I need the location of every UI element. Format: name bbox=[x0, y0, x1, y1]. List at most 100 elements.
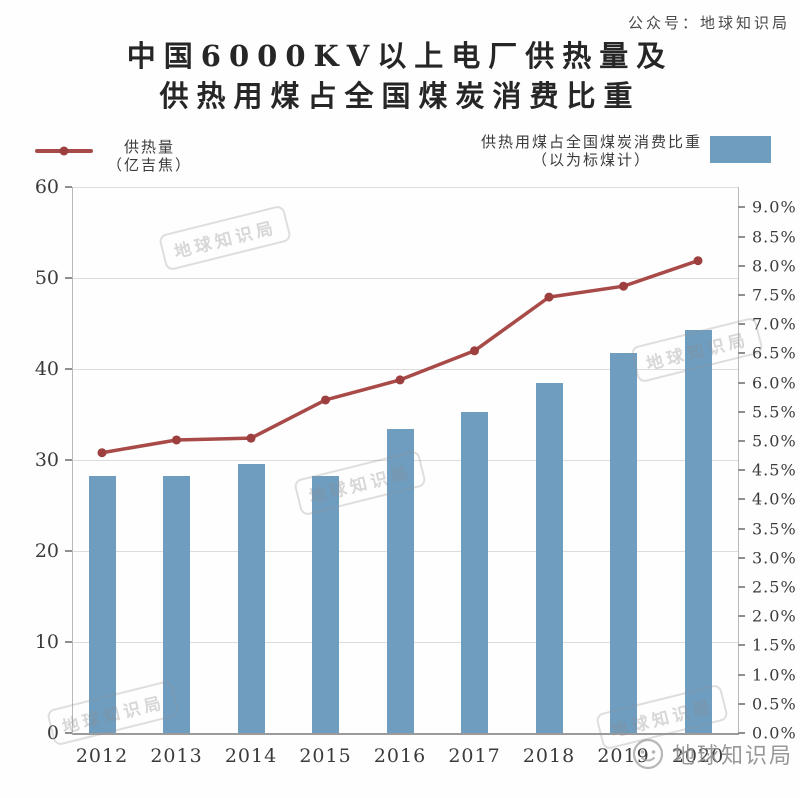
y-axis-left-tick bbox=[65, 368, 72, 370]
line-point bbox=[172, 435, 181, 445]
y-axis-right-tick bbox=[738, 673, 745, 676]
y-axis-right-tick bbox=[738, 527, 745, 530]
bar bbox=[312, 476, 339, 733]
y-axis-right-tick-label: 7.5% bbox=[752, 285, 797, 305]
bar bbox=[535, 382, 563, 733]
footer-watermark: 地球知识局 bbox=[630, 736, 793, 772]
y-axis-right-tick bbox=[738, 294, 745, 296]
y-axis-right-tick-label: 0.0% bbox=[752, 723, 797, 743]
bar-legend-swatch-icon bbox=[710, 136, 771, 163]
bar-legend-name: 供热用煤占全国煤炭消费比重 bbox=[480, 133, 702, 151]
y-axis-right-tick-label: 3.0% bbox=[752, 548, 797, 568]
x-axis-label: 2020 bbox=[671, 745, 725, 767]
y-axis-left-tick-label: 0 bbox=[46, 722, 59, 744]
line-point bbox=[544, 292, 554, 302]
line-marker-icon bbox=[59, 146, 69, 156]
y-axis-right-tick-label: 1.5% bbox=[752, 635, 797, 655]
wechat-credit: 公众号：地球知识局 bbox=[627, 14, 790, 32]
chart-title-line1: 中国6000KV以上电厂供热量及 bbox=[126, 39, 674, 73]
line-point bbox=[693, 256, 703, 266]
y-axis-right-tick-label: 8.5% bbox=[752, 227, 797, 247]
y-axis-right-tick bbox=[738, 615, 745, 618]
earth-logo-icon bbox=[632, 738, 664, 770]
line-point bbox=[246, 433, 256, 443]
y-axis-left-tick bbox=[65, 550, 72, 552]
y-axis-right-tick-label: 2.0% bbox=[752, 606, 797, 626]
chart-title: 中国6000KV以上电厂供热量及 供热用煤占全国煤炭消费比重 bbox=[0, 36, 800, 116]
chart-title-line2: 供热用煤占全国煤炭消费比重 bbox=[159, 79, 641, 113]
y-axis-left-tick-label: 40 bbox=[34, 358, 59, 380]
x-axis-label: 2013 bbox=[150, 745, 203, 767]
y-axis-left-tick-label: 30 bbox=[34, 449, 59, 471]
y-axis-left-tick bbox=[65, 459, 72, 461]
line-point bbox=[470, 346, 479, 356]
y-axis-right-tick-label: 4.5% bbox=[752, 460, 797, 480]
bar bbox=[163, 476, 190, 733]
y-axis-left-tick-label: 50 bbox=[34, 267, 59, 289]
legend-line-series: 供热量 （亿吉焦） bbox=[35, 138, 192, 174]
y-axis-right-tick bbox=[738, 352, 745, 355]
x-axis-label: 2018 bbox=[522, 745, 576, 767]
y-axis-right-tick-label: 6.0% bbox=[752, 373, 797, 393]
y-axis-left-tick bbox=[65, 732, 72, 734]
bar-legend-label: 供热用煤占全国煤炭消费比重 （以为标煤计） bbox=[481, 133, 702, 169]
y-axis-right-tick bbox=[738, 702, 745, 705]
x-axis-label: 2017 bbox=[448, 745, 501, 767]
y-axis-left-tick bbox=[65, 277, 72, 279]
y-axis-right-tick bbox=[738, 381, 745, 384]
bar bbox=[237, 464, 265, 733]
x-axis-label: 2012 bbox=[75, 745, 129, 767]
bar bbox=[461, 411, 488, 733]
x-axis-label: 2015 bbox=[299, 745, 352, 767]
line-legend-name: 供热量 bbox=[124, 138, 176, 156]
y-axis-right-tick-label: 6.5% bbox=[752, 343, 797, 363]
y-axis-right-tick bbox=[738, 206, 745, 209]
bar bbox=[684, 330, 712, 733]
y-axis-right-tick bbox=[738, 410, 745, 413]
grid-line bbox=[73, 369, 738, 370]
y-axis-right-tick-label: 4.0% bbox=[752, 489, 797, 509]
y-axis-right-tick bbox=[738, 556, 745, 559]
y-axis-right-tick-label: 1.0% bbox=[752, 665, 797, 685]
plot-area: 0 10 20 30 40 50 60 0.0% 0.5% 1.0% 1.5% 2.0% 2.5% 3.0… bbox=[35, 176, 796, 767]
bar bbox=[88, 476, 116, 733]
y-axis-right-tick bbox=[738, 440, 745, 442]
y-axis-left-tick-label: 20 bbox=[34, 540, 59, 562]
y-axis-right-tick bbox=[738, 732, 745, 734]
y-axis-right-tick bbox=[738, 498, 745, 501]
y-axis-right-tick bbox=[738, 235, 745, 238]
y-axis-left-tick bbox=[65, 641, 72, 643]
y-axis-right-tick bbox=[738, 264, 745, 267]
y-axis-right-tick bbox=[738, 469, 745, 472]
y-axis-right-tick bbox=[738, 323, 745, 326]
line-legend-label: 供热量 （亿吉焦） bbox=[107, 138, 192, 174]
y-axis-right-tick-label: 5.0% bbox=[752, 431, 797, 451]
line-point bbox=[395, 375, 405, 385]
line-point bbox=[321, 395, 330, 405]
y-axis-right-tick-label: 5.5% bbox=[752, 402, 797, 422]
y-axis-right-tick-label: 9.0% bbox=[752, 197, 797, 217]
y-axis-left-tick bbox=[65, 186, 72, 188]
y-axis-right-tick bbox=[738, 586, 745, 588]
bar bbox=[386, 429, 414, 733]
grid-line bbox=[73, 278, 738, 279]
y-axis-right-tick-label: 8.0% bbox=[752, 256, 797, 276]
y-axis-left-tick-label: 10 bbox=[34, 631, 59, 653]
line-point bbox=[97, 448, 107, 458]
bar bbox=[610, 353, 637, 733]
line-legend-swatch-icon bbox=[35, 146, 93, 156]
x-axis-label: 2016 bbox=[373, 745, 427, 767]
y-axis-right-tick-label: 7.0% bbox=[752, 314, 797, 334]
y-axis-right-tick-label: 0.5% bbox=[752, 694, 797, 714]
line-series bbox=[97, 256, 703, 458]
bar-legend-unit: （以为标煤计） bbox=[531, 151, 651, 169]
legend-bar-series: 供热用煤占全国煤炭消费比重 （以为标煤计） bbox=[481, 133, 771, 169]
line-legend-unit: （亿吉焦） bbox=[107, 156, 193, 174]
x-axis-label: 2014 bbox=[224, 745, 278, 767]
footer-watermark-text: 地球知识局 bbox=[673, 744, 794, 769]
y-axis-right-tick-label: 3.5% bbox=[752, 519, 797, 539]
y-axis-left-tick-label: 60 bbox=[34, 176, 59, 198]
line-path bbox=[101, 259, 699, 455]
line-point bbox=[619, 281, 628, 291]
